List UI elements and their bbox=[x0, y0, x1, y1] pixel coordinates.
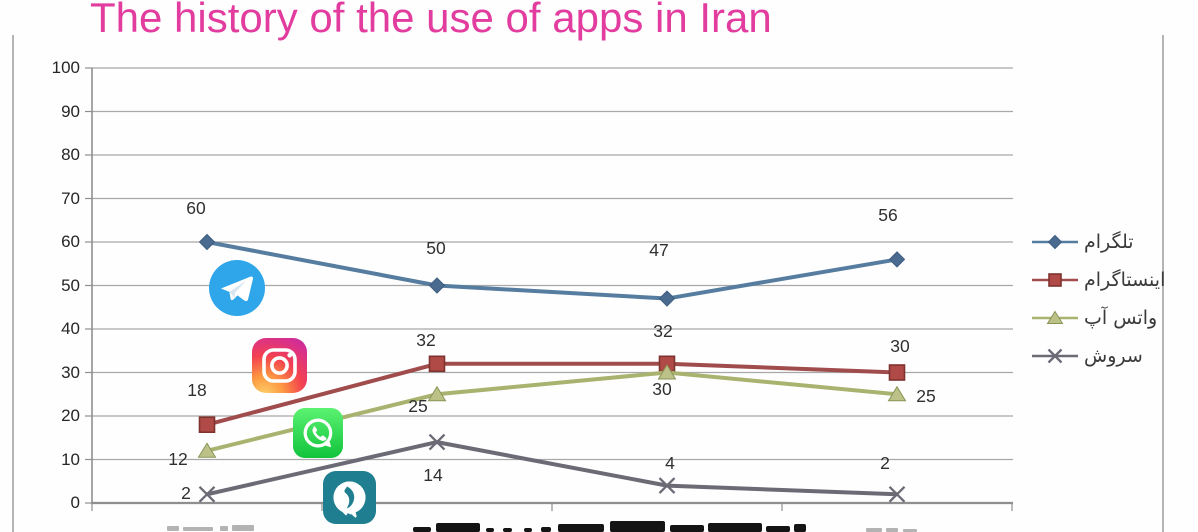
y-axis-tick-label: 90 bbox=[61, 101, 80, 121]
cropped-caption-fragment bbox=[503, 528, 512, 532]
y-axis-tick-label: 50 bbox=[61, 275, 80, 295]
cropped-axis-label-fragment bbox=[886, 528, 898, 532]
cropped-caption-fragment bbox=[413, 527, 431, 532]
data-label-instagram: 18 bbox=[187, 379, 207, 400]
y-axis-tick-label: 20 bbox=[61, 406, 80, 425]
cropped-caption-fragment bbox=[486, 528, 494, 532]
y-axis-tick-label: 0 bbox=[70, 493, 80, 512]
legend-item-whatsapp: واتس آپ bbox=[1032, 299, 1165, 337]
data-label-soroush: 2 bbox=[181, 483, 191, 504]
data-label-instagram: 32 bbox=[416, 329, 436, 350]
data-label-soroush: 2 bbox=[880, 453, 890, 474]
instagram-icon bbox=[252, 338, 307, 393]
y-axis-tick-label: 40 bbox=[61, 319, 80, 338]
chart-legend: تلگرام اینستاگرام واتس آپ سروش bbox=[1032, 223, 1165, 375]
legend-item-soroush: سروش bbox=[1032, 337, 1165, 375]
y-axis-tick-label: 70 bbox=[61, 188, 80, 208]
data-label-whatsapp: 25 bbox=[408, 396, 428, 417]
y-axis-tick-label: 100 bbox=[51, 58, 80, 77]
cropped-caption-fragment bbox=[436, 523, 480, 532]
y-axis-tick-label: 80 bbox=[61, 145, 80, 164]
whatsapp-icon bbox=[293, 408, 343, 458]
y-axis-tick-label: 60 bbox=[61, 232, 80, 251]
cropped-axis-label-fragment bbox=[903, 529, 917, 532]
legend-label: سروش bbox=[1084, 345, 1143, 367]
data-label-instagram: 32 bbox=[653, 320, 673, 341]
legend-label: تلگرام bbox=[1084, 231, 1134, 253]
legend-item-instagram: اینستاگرام bbox=[1032, 261, 1165, 299]
legend-marker-square-icon bbox=[1032, 273, 1078, 287]
cropped-caption-fragment bbox=[670, 525, 704, 532]
data-label-telegram: 47 bbox=[649, 239, 669, 260]
data-label-telegram: 60 bbox=[186, 198, 206, 218]
chart-frame-left-border bbox=[12, 35, 14, 532]
data-label-whatsapp: 12 bbox=[168, 448, 188, 469]
y-axis-tick-label: 10 bbox=[61, 449, 80, 469]
data-label-instagram: 30 bbox=[890, 335, 910, 356]
legend-marker-x-icon bbox=[1032, 348, 1078, 364]
cropped-caption-fragment bbox=[541, 527, 551, 532]
data-label-telegram: 50 bbox=[426, 237, 446, 258]
data-label-soroush: 14 bbox=[423, 465, 443, 486]
cropped-axis-label-fragment bbox=[167, 526, 179, 531]
chart-title: The history of the use of apps in Iran bbox=[90, 0, 772, 41]
chart-frame-right-border bbox=[1162, 35, 1164, 532]
legend-item-telegram: تلگرام bbox=[1032, 223, 1165, 261]
soroush-icon bbox=[323, 471, 376, 524]
data-label-whatsapp: 30 bbox=[652, 378, 672, 399]
cropped-axis-label-fragment bbox=[220, 526, 228, 531]
legend-label: واتس آپ bbox=[1084, 307, 1158, 329]
cropped-caption-fragment bbox=[708, 523, 762, 532]
cropped-caption-fragment bbox=[524, 528, 532, 532]
cropped-caption-fragment bbox=[766, 526, 790, 532]
y-axis-tick-label: 30 bbox=[61, 362, 80, 382]
data-label-soroush: 4 bbox=[665, 452, 675, 473]
cropped-caption-fragment bbox=[610, 521, 665, 532]
cropped-axis-label-fragment bbox=[183, 527, 213, 531]
cropped-caption-fragment bbox=[794, 524, 806, 532]
legend-label: اینستاگرام bbox=[1084, 269, 1166, 291]
telegram-icon bbox=[209, 260, 265, 316]
data-label-telegram: 56 bbox=[878, 205, 898, 226]
data-label-whatsapp: 25 bbox=[916, 386, 936, 407]
legend-marker-triangle-icon bbox=[1032, 310, 1078, 324]
cropped-axis-label-fragment bbox=[866, 528, 882, 532]
cropped-axis-label-fragment bbox=[232, 525, 254, 531]
cropped-caption-fragment bbox=[558, 524, 604, 532]
legend-marker-diamond-icon bbox=[1032, 234, 1078, 250]
